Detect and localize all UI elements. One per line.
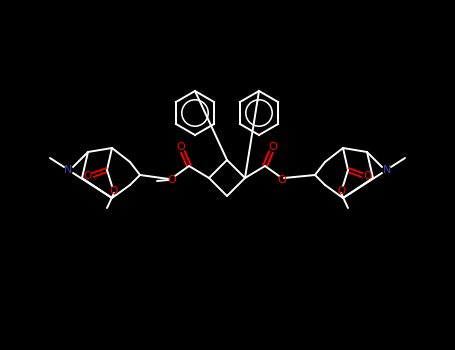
Text: O: O	[278, 175, 286, 185]
Text: O: O	[337, 186, 345, 196]
Text: O: O	[110, 186, 118, 196]
Text: O: O	[364, 171, 372, 181]
Text: O: O	[268, 142, 278, 152]
Text: O: O	[83, 171, 91, 181]
Text: O: O	[167, 175, 177, 185]
Text: N: N	[383, 165, 391, 175]
Text: N: N	[64, 165, 72, 175]
Text: O: O	[177, 142, 185, 152]
